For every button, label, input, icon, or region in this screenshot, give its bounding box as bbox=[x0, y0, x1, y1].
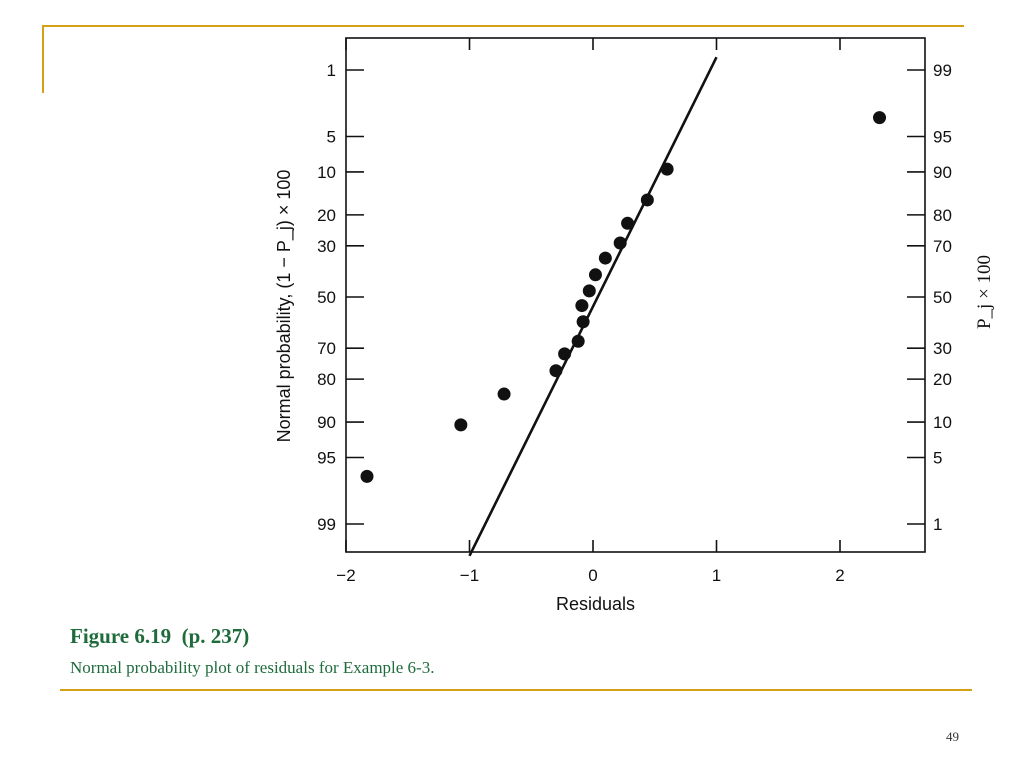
plot-frame bbox=[345, 37, 926, 553]
right-tick-label: 5 bbox=[933, 449, 942, 468]
left-tick-label: 1 bbox=[327, 61, 336, 80]
left-tick-label: 30 bbox=[317, 237, 336, 256]
data-point bbox=[621, 216, 635, 230]
data-point bbox=[582, 284, 596, 298]
left-tick-label: 90 bbox=[317, 413, 336, 432]
x-tick-label: −2 bbox=[336, 566, 355, 585]
x-tick-label: −1 bbox=[460, 566, 479, 585]
figure-caption-title: Figure 6.19 (p. 237) bbox=[70, 624, 250, 648]
data-point bbox=[873, 111, 887, 125]
right-tick-label: 1 bbox=[933, 515, 942, 534]
data-point bbox=[454, 418, 468, 432]
right-tick-label: 80 bbox=[933, 206, 952, 225]
bottom-rule bbox=[60, 689, 972, 691]
left-tick-label: 10 bbox=[317, 163, 336, 182]
data-point bbox=[558, 347, 572, 361]
data-point bbox=[576, 315, 590, 329]
right-axis-title: P_j × 100 bbox=[974, 255, 995, 329]
data-point bbox=[575, 299, 589, 313]
left-tick-label: 5 bbox=[327, 127, 336, 146]
data-point bbox=[613, 236, 627, 250]
data-point bbox=[588, 268, 602, 282]
x-axis-title: Residuals bbox=[556, 594, 635, 614]
data-point bbox=[660, 162, 674, 176]
right-tick-label: 99 bbox=[933, 61, 952, 80]
data-point bbox=[640, 193, 654, 207]
left-axis-title: Normal probability, (1 − P_j) × 100 bbox=[274, 170, 295, 443]
right-tick-label: 10 bbox=[933, 413, 952, 432]
x-tick-label: 1 bbox=[712, 566, 721, 585]
data-point bbox=[598, 251, 612, 265]
right-tick-label: 95 bbox=[933, 127, 952, 146]
right-tick-label: 90 bbox=[933, 163, 952, 182]
page-number: 49 bbox=[946, 729, 959, 744]
data-point bbox=[360, 469, 374, 483]
data-point bbox=[497, 387, 511, 401]
left-tick-label: 70 bbox=[317, 339, 336, 358]
right-tick-label: 30 bbox=[933, 339, 952, 358]
x-tick-label: 0 bbox=[588, 566, 597, 585]
right-tick-label: 70 bbox=[933, 237, 952, 256]
left-tick-label: 20 bbox=[317, 206, 336, 225]
left-rule bbox=[42, 25, 44, 93]
left-tick-label: 99 bbox=[317, 515, 336, 534]
right-tick-label: 20 bbox=[933, 370, 952, 389]
left-tick-label: 80 bbox=[317, 370, 336, 389]
right-tick-label: 50 bbox=[933, 288, 952, 307]
x-tick-label: 2 bbox=[835, 566, 844, 585]
left-tick-label: 50 bbox=[317, 288, 336, 307]
fitted-line bbox=[468, 56, 718, 557]
top-rule bbox=[42, 25, 964, 27]
figure-caption-text: Normal probability plot of residuals for… bbox=[70, 658, 435, 677]
left-tick-label: 95 bbox=[317, 449, 336, 468]
data-point bbox=[549, 364, 563, 378]
data-point bbox=[571, 334, 585, 348]
